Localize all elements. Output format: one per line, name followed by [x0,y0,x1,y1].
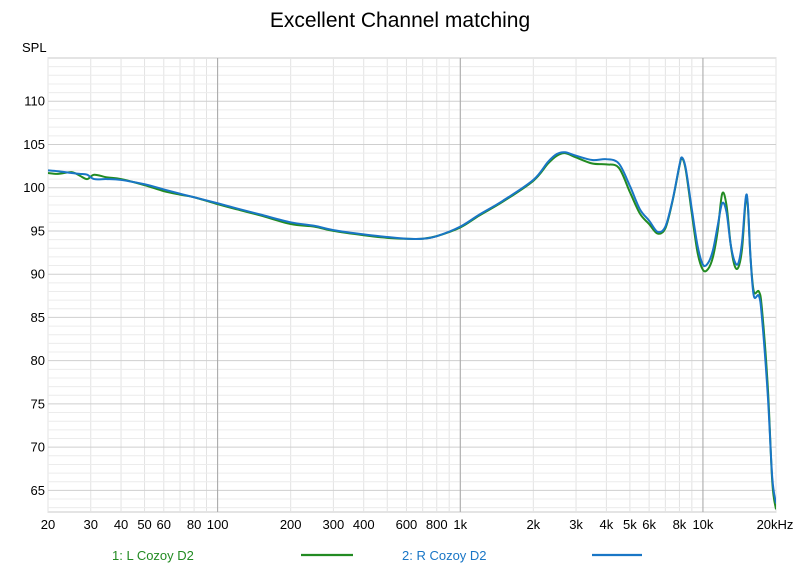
y-tick-label: 100 [23,180,45,195]
y-tick-label: 75 [31,396,45,411]
series-line-right [48,151,776,504]
legend-entry-right: 2: R Cozoy D2 [402,548,642,563]
x-tick-label: 6k [642,517,656,532]
x-tick-label: 5k [623,517,637,532]
y-tick-label: 65 [31,483,45,498]
legend: 1: L Cozoy D2 2: R Cozoy D2 [112,548,642,563]
y-tick-label: 95 [31,223,45,238]
y-axis-label: SPL [22,40,47,55]
y-tick-label: 70 [31,440,45,455]
x-tick-label: 40 [114,517,128,532]
x-tick-label: 30 [83,517,97,532]
x-tick-label: 1k [453,517,467,532]
x-tick-label: 50 [137,517,151,532]
x-tick-label: 10k [692,517,713,532]
x-tick-label: 600 [396,517,418,532]
x-tick-label: 2k [526,517,540,532]
series-lines [48,151,776,510]
legend-label-left: 1: L Cozoy D2 [112,548,194,563]
x-tick-label: 800 [426,517,448,532]
x-tick-label: 100 [207,517,229,532]
x-tick-label: 20kHz [757,517,794,532]
x-tick-label: 80 [187,517,201,532]
x-tick-labels: 20 30 40 50 60 80 100 200 300 400 600 800 1k 2k 3k 4k 5k… [41,517,794,532]
x-tick-label: 400 [353,517,375,532]
y-tick-label: 80 [31,353,45,368]
legend-entry-left: 1: L Cozoy D2 [112,548,353,563]
x-tick-label: 200 [280,517,302,532]
legend-label-right: 2: R Cozoy D2 [402,548,487,563]
x-tick-label: 3k [569,517,583,532]
plot-area [47,57,777,513]
x-tick-label: 300 [323,517,345,532]
y-tick-label: 90 [31,267,45,282]
x-tick-label: 20 [41,517,55,532]
x-tick-label: 8k [673,517,687,532]
y-tick-label: 105 [23,137,45,152]
x-tick-label: 4k [600,517,614,532]
x-tick-label: 60 [157,517,171,532]
y-tick-labels: 65 70 75 80 85 90 95 100 105 110 [23,94,45,498]
chart-title: Excellent Channel matching [270,9,530,32]
y-tick-label: 110 [24,94,45,109]
minor-gridlines [47,58,777,512]
y-tick-label: 85 [31,310,45,325]
